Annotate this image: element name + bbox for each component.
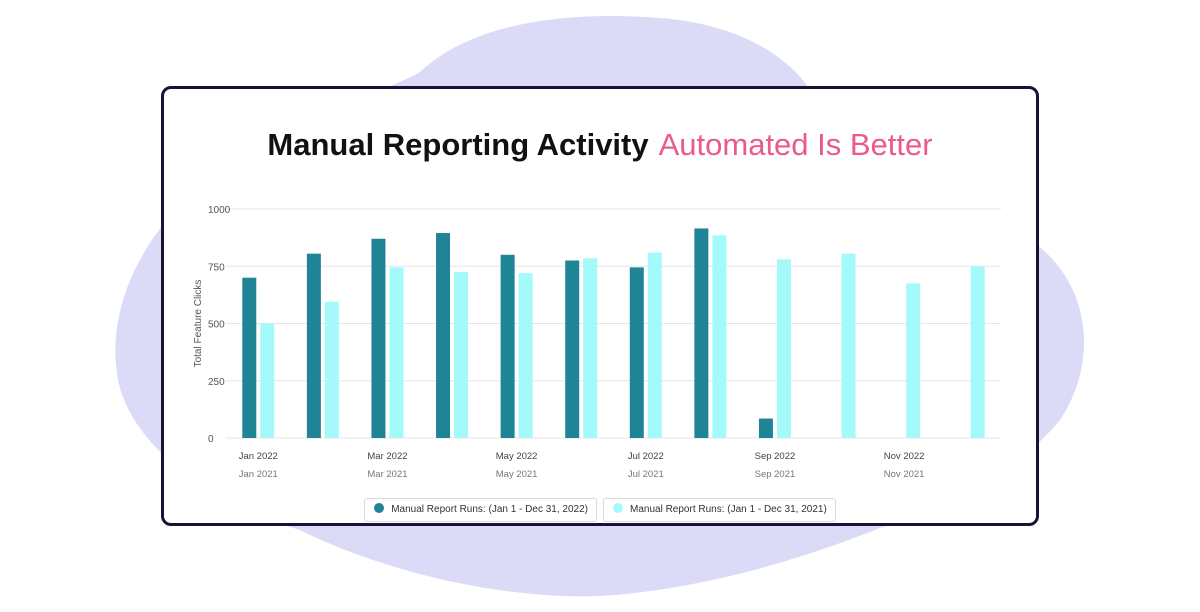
bar-2022-apr <box>436 233 451 438</box>
bar-2022-feb <box>306 253 321 438</box>
legend-label-2021: Manual Report Runs: (Jan 1 - Dec 31, 202… <box>630 504 827 515</box>
x-tick-label-top: Mar 2022 <box>367 451 407 462</box>
bar-2021-nov <box>906 283 921 438</box>
legend-swatch-2022 <box>374 503 385 513</box>
x-tick-label-top: Sep 2022 <box>755 451 796 462</box>
bar-2021-jan <box>260 323 275 438</box>
legend-item-2021[interactable]: Manual Report Runs: (Jan 1 - Dec 31, 202… <box>603 498 836 522</box>
bar-2021-dec <box>970 266 985 438</box>
y-tick-label: 500 <box>208 320 225 331</box>
chart-legend: Manual Report Runs: (Jan 1 - Dec 31, 202… <box>164 498 1036 522</box>
y-tick-label: 1000 <box>208 205 231 216</box>
bar-2021-jul <box>647 252 662 438</box>
x-tick-label-top: Jul 2022 <box>628 451 664 462</box>
bar-2022-jul <box>629 267 644 438</box>
chart-title: Manual Reporting Activity <box>267 127 649 162</box>
chart-subtitle: Automated Is Better <box>658 127 933 162</box>
legend-item-2022[interactable]: Manual Report Runs: (Jan 1 - Dec 31, 202… <box>364 498 597 522</box>
bar-2021-jun <box>583 258 598 438</box>
x-tick-label-top: Nov 2022 <box>884 451 925 462</box>
x-tick-label-bottom: Jul 2021 <box>628 469 664 480</box>
y-tick-label: 250 <box>208 377 225 388</box>
x-tick-label-bottom: Sep 2021 <box>755 469 796 480</box>
x-tick-label-top: Jan 2022 <box>239 451 278 462</box>
x-tick-label-bottom: Jan 2021 <box>239 469 278 480</box>
x-tick-label-bottom: Mar 2021 <box>367 469 407 480</box>
chart-title-row: Manual Reporting Activity Automated Is Be… <box>164 125 1036 165</box>
bar-2021-apr <box>454 271 469 438</box>
bar-2021-oct <box>841 253 856 438</box>
chart-card: Manual Reporting Activity Automated Is Be… <box>161 86 1039 526</box>
x-tick-label-bottom: Nov 2021 <box>884 469 925 480</box>
bar-2022-jun <box>565 260 580 438</box>
legend-swatch-2021 <box>613 503 623 513</box>
bar-2022-aug <box>694 228 709 438</box>
bar-2021-sep <box>776 259 791 438</box>
y-tick-label: 750 <box>208 262 225 273</box>
bar-2021-may <box>518 273 533 438</box>
bar-chart: 0 250 500 750 1000 Total Feature Clicks Jan 20… <box>193 205 1001 480</box>
y-axis-label: Total Feature Clicks <box>193 280 204 368</box>
x-tick-label-top: May 2022 <box>496 451 538 462</box>
bar-2021-mar <box>389 267 404 438</box>
bar-2022-may <box>500 254 515 438</box>
legend-label-2022: Manual Report Runs: (Jan 1 - Dec 31, 202… <box>391 504 588 515</box>
bar-2021-aug <box>712 235 727 438</box>
bar-2022-sep <box>758 418 773 438</box>
bar-2022-mar <box>371 238 386 438</box>
bar-2022-jan <box>242 277 257 438</box>
bar-2021-feb <box>324 301 339 438</box>
y-tick-label: 0 <box>208 434 214 445</box>
x-tick-label-bottom: May 2021 <box>496 469 538 480</box>
